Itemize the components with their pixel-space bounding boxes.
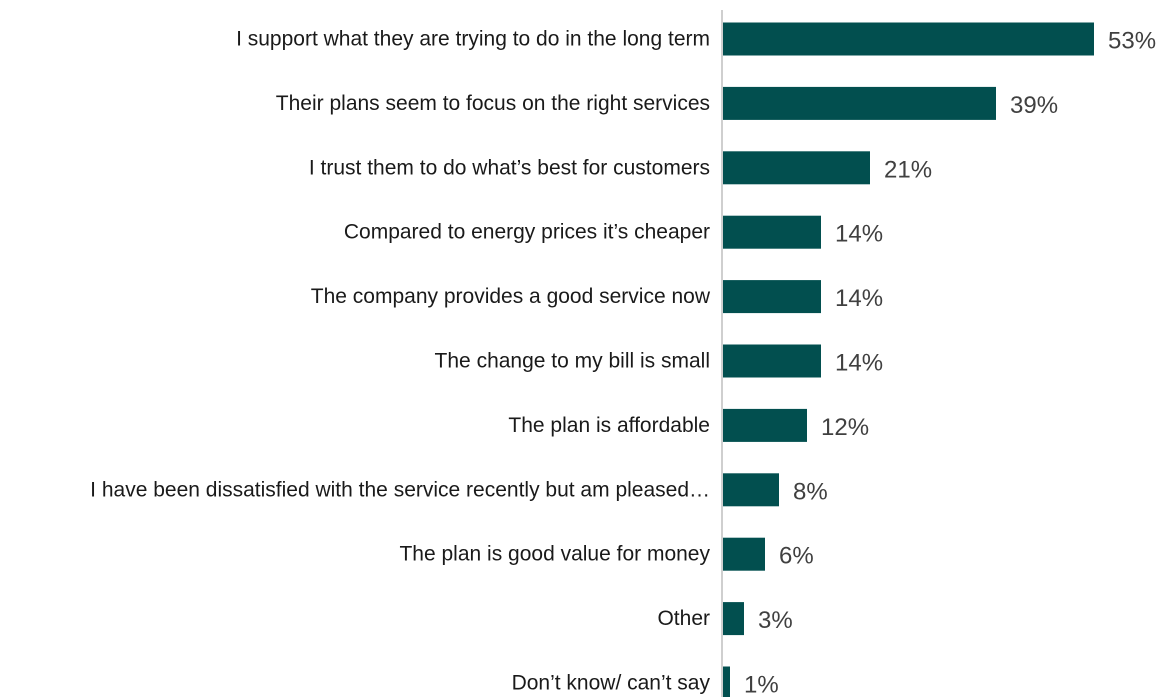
value-label: 8%: [793, 478, 828, 505]
bar-row: Compared to energy prices it’s cheaper 14…: [344, 215, 883, 249]
bar-row: The plan is affordable 12%: [508, 408, 869, 442]
bar-row: I trust them to do what’s best for custo…: [309, 151, 932, 185]
value-label: 6%: [779, 543, 814, 570]
bar-row: The company provides a good service now 1…: [311, 280, 883, 314]
bar: [723, 86, 996, 120]
bar: [723, 473, 779, 507]
bar-row: The plan is good value for money 6%: [399, 537, 814, 571]
category-label: I have been dissatisfied with the servic…: [90, 478, 710, 501]
category-label: I support what they are trying to do in …: [236, 28, 710, 51]
bar-row: Don’t know/ can’t say 1%: [512, 666, 779, 697]
value-label: 14%: [835, 285, 883, 312]
bar-row: Other 3%: [657, 602, 793, 636]
value-label: 14%: [835, 350, 883, 377]
chart-rows: I support what they are trying to do in …: [90, 22, 1156, 697]
value-label: 1%: [744, 672, 779, 697]
category-label: Don’t know/ can’t say: [512, 672, 711, 695]
value-label: 14%: [835, 221, 883, 248]
value-label: 21%: [884, 156, 932, 183]
category-label: The plan is good value for money: [399, 543, 710, 566]
bar: [723, 22, 1094, 56]
bar: [723, 344, 821, 378]
category-label: The change to my bill is small: [435, 350, 710, 373]
value-label: 39%: [1010, 92, 1058, 119]
category-label: The plan is affordable: [508, 414, 710, 437]
bar: [723, 602, 744, 636]
category-label: The company provides a good service now: [311, 285, 711, 308]
value-label: 3%: [758, 607, 793, 634]
bar: [723, 537, 765, 571]
bar: [723, 666, 730, 697]
bar-row: I support what they are trying to do in …: [236, 22, 1156, 56]
bar: [723, 408, 807, 442]
bar: [723, 151, 870, 185]
category-label: I trust them to do what’s best for custo…: [309, 156, 710, 179]
bar-row: I have been dissatisfied with the servic…: [90, 473, 828, 507]
bar: [723, 215, 821, 249]
bar-row: Their plans seem to focus on the right s…: [276, 86, 1058, 120]
value-label: 12%: [821, 414, 869, 441]
bar-row: The change to my bill is small 14%: [435, 344, 883, 378]
category-label: Other: [657, 607, 710, 630]
bar: [723, 280, 821, 314]
value-label: 53%: [1108, 28, 1156, 55]
category-label: Compared to energy prices it’s cheaper: [344, 221, 710, 244]
category-label: Their plans seem to focus on the right s…: [276, 92, 710, 115]
